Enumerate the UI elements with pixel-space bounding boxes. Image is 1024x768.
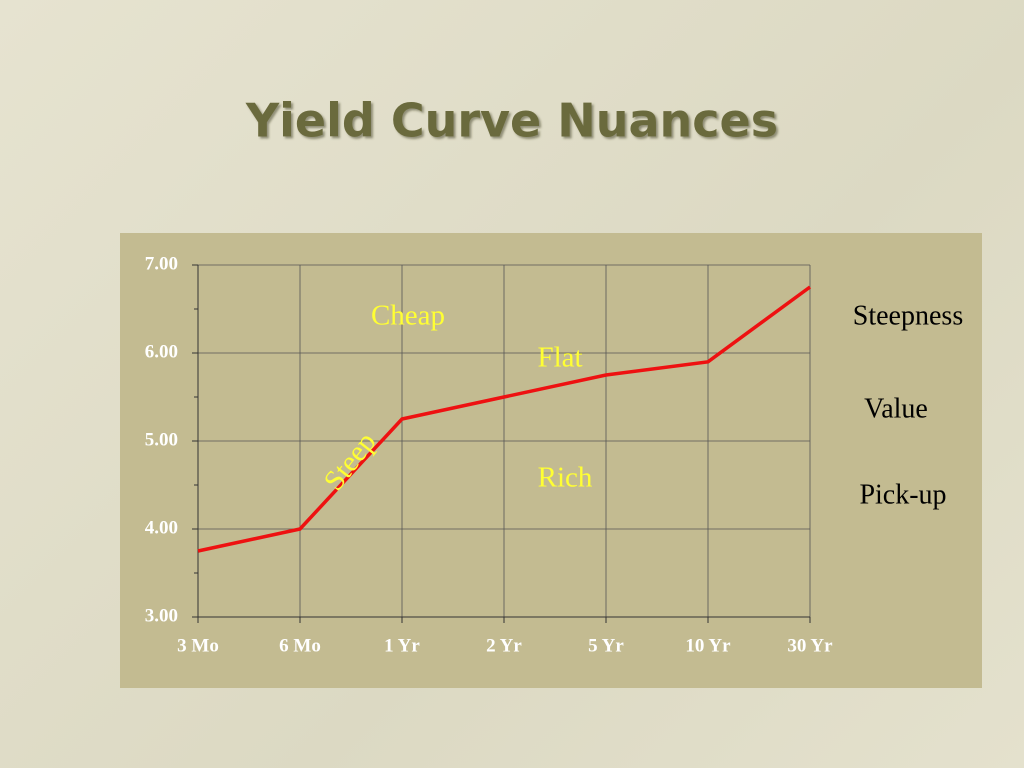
side-label: Pick-up	[859, 479, 946, 510]
x-tick-label: 1 Yr	[384, 635, 420, 656]
annotation: Rich	[538, 462, 593, 494]
x-tick-label: 2 Yr	[486, 635, 522, 656]
annotation: Cheap	[371, 300, 445, 332]
slide-title: Yield Curve Nuances	[245, 94, 778, 148]
x-tick-label: 5 Yr	[588, 635, 624, 656]
x-tick-label: 30 Yr	[787, 635, 833, 656]
y-tick-label: 5.00	[145, 429, 178, 450]
plot-panel	[120, 233, 982, 688]
x-tick-label: 10 Yr	[685, 635, 731, 656]
y-tick-label: 3.00	[145, 605, 178, 626]
x-tick-label: 6 Mo	[279, 635, 321, 656]
side-label: Steepness	[853, 300, 963, 331]
y-tick-label: 4.00	[145, 517, 178, 538]
annotation: Flat	[537, 342, 582, 374]
y-tick-label: 6.00	[145, 341, 178, 362]
line-series	[197, 285, 812, 553]
side-label: Value	[864, 393, 928, 424]
x-tick-label: 3 Mo	[177, 635, 219, 656]
y-tick-label: 7.00	[145, 253, 178, 274]
